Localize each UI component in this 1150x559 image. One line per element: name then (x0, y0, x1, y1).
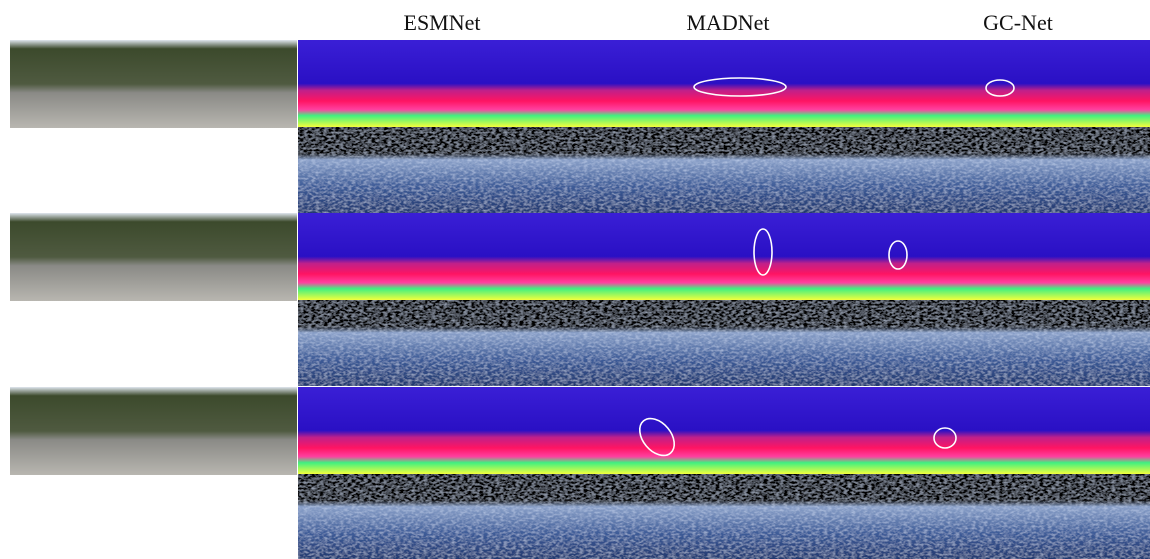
disparity-map (298, 387, 585, 474)
disparity-map (298, 213, 585, 300)
error-map (298, 474, 585, 559)
error-map (298, 300, 585, 386)
image-grid (10, 40, 1150, 559)
figure: ESMNet MADNet GC-Net (0, 0, 1150, 559)
column-title: ESMNet (404, 10, 481, 35)
error-map (872, 300, 1150, 386)
disparity-map (872, 387, 1150, 474)
input-image (10, 40, 297, 128)
input-image (10, 213, 297, 301)
disparity-map (298, 40, 585, 127)
error-map (585, 127, 872, 213)
column-title: MADNet (686, 10, 769, 35)
input-image (10, 387, 297, 475)
error-map (298, 127, 585, 213)
error-map (585, 300, 872, 386)
disparity-map (585, 387, 872, 474)
error-map (872, 474, 1150, 559)
error-map (585, 474, 872, 559)
disparity-map (585, 40, 872, 127)
disparity-map (585, 213, 872, 300)
disparity-map (872, 213, 1150, 300)
column-title: GC-Net (983, 10, 1053, 35)
error-map (872, 127, 1150, 213)
